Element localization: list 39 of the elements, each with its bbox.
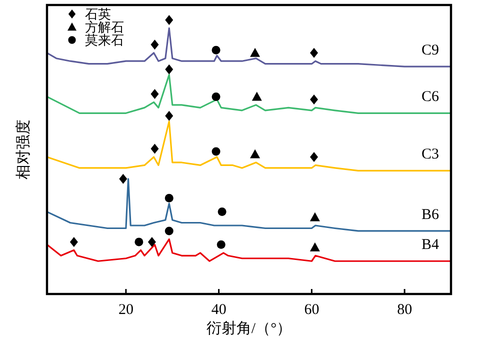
point — [164, 194, 174, 202]
point — [212, 92, 220, 101]
x-tick-label: 60 — [304, 302, 320, 318]
point — [250, 149, 260, 158]
x-tick-label: 40 — [211, 302, 226, 318]
legend-label: 方解石 — [85, 20, 124, 34]
point — [310, 48, 318, 58]
legend-label: 莫来石 — [85, 32, 124, 48]
point — [150, 144, 159, 154]
point — [216, 240, 226, 249]
point — [252, 92, 262, 101]
point — [165, 110, 174, 121]
point — [70, 236, 78, 247]
point — [310, 212, 320, 222]
series-label: C3 — [421, 146, 439, 163]
point — [310, 152, 318, 162]
legend-label: 石英 — [85, 6, 111, 22]
point — [148, 236, 156, 247]
point — [134, 238, 144, 246]
point — [119, 174, 128, 184]
x-axis-title: 衍射角/（°） — [206, 320, 292, 337]
point — [218, 208, 226, 216]
y-axis-title: 相对强度 — [15, 120, 32, 180]
point — [164, 226, 174, 236]
point — [310, 94, 318, 104]
point — [212, 147, 220, 156]
point — [250, 48, 260, 57]
point — [150, 88, 159, 99]
series-label: B6 — [421, 206, 440, 223]
point — [165, 64, 174, 74]
point — [165, 15, 174, 25]
point — [212, 46, 220, 54]
x-tick-label: 20 — [118, 302, 134, 318]
point — [310, 242, 320, 252]
x-tick-label: 80 — [397, 302, 412, 318]
series-label: C9 — [421, 42, 439, 59]
series-label: B4 — [421, 237, 440, 254]
series-label: C6 — [421, 89, 440, 106]
point — [150, 40, 159, 50]
